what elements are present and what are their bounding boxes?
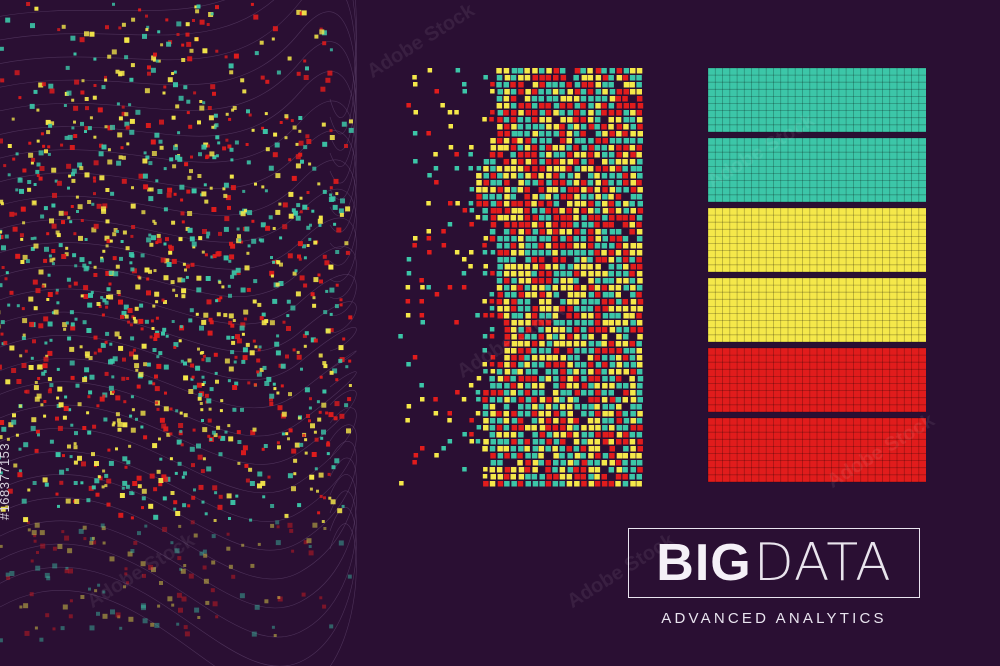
- grid-bar-stack: [707, 67, 926, 483]
- title-frame: BIG DATA: [628, 528, 920, 598]
- title-bold-word: BIG: [656, 534, 752, 592]
- particle-cloud: [0, 2, 354, 643]
- stock-id-label: #168377153: [0, 442, 13, 521]
- pixel-stream-column: [398, 68, 644, 487]
- subtitle: ADVANCED ANALYTICS: [661, 610, 887, 627]
- title-thin-word: DATA: [753, 533, 892, 593]
